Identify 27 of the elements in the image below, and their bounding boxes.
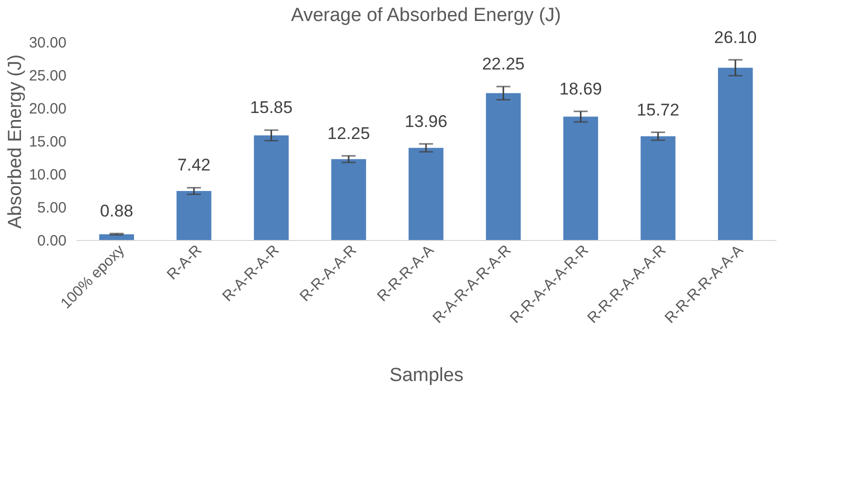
bar [254, 135, 289, 240]
y-tick-label: 10.00 [28, 166, 66, 184]
data-label: 7.42 [177, 156, 211, 175]
y-tick-label: 5.00 [37, 200, 66, 216]
bar [563, 116, 598, 240]
bar [486, 93, 521, 240]
data-label: 15.72 [636, 100, 680, 120]
bar [718, 68, 753, 240]
y-tick-label: 0.00 [37, 232, 66, 250]
y-tick-label: 25.00 [28, 68, 66, 84]
bar [408, 148, 444, 240]
bar [331, 159, 366, 240]
x-axis-title: Samples [390, 365, 464, 386]
bar [176, 191, 212, 240]
data-label: 26.10 [714, 28, 757, 47]
data-label: 13.96 [404, 112, 448, 131]
data-label: 22.25 [482, 54, 525, 74]
data-label: 0.88 [100, 202, 134, 221]
y-tick-label: 15.00 [28, 134, 66, 150]
bar [640, 136, 676, 240]
data-label: 18.69 [559, 79, 602, 98]
y-tick-label: 30.00 [28, 34, 66, 52]
y-tick-label: 20.00 [28, 100, 66, 118]
chart-title: Average of Absorbed Energy (J) [290, 4, 562, 26]
data-label: 12.25 [327, 124, 370, 143]
data-label: 15.85 [250, 98, 293, 118]
y-axis-title: Absorbed Energy (J) [4, 54, 26, 229]
